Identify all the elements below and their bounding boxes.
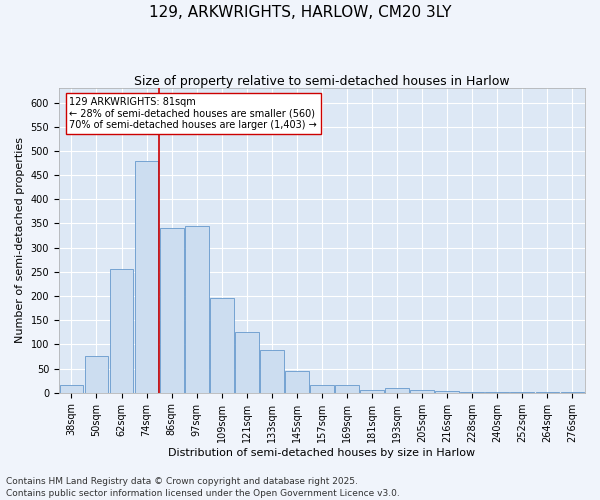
- Bar: [360, 390, 384, 392]
- Bar: [59, 386, 83, 392]
- Text: 129 ARKWRIGHTS: 81sqm
← 28% of semi-detached houses are smaller (560)
70% of sem: 129 ARKWRIGHTS: 81sqm ← 28% of semi-deta…: [70, 97, 317, 130]
- Bar: [185, 226, 209, 392]
- Bar: [285, 371, 309, 392]
- Bar: [436, 391, 459, 392]
- Bar: [385, 388, 409, 392]
- Bar: [235, 332, 259, 392]
- Title: Size of property relative to semi-detached houses in Harlow: Size of property relative to semi-detach…: [134, 75, 510, 88]
- Bar: [134, 160, 158, 392]
- Bar: [85, 356, 109, 392]
- Text: Contains HM Land Registry data © Crown copyright and database right 2025.
Contai: Contains HM Land Registry data © Crown c…: [6, 476, 400, 498]
- Bar: [210, 298, 233, 392]
- Bar: [110, 270, 133, 392]
- Bar: [260, 350, 284, 393]
- Y-axis label: Number of semi-detached properties: Number of semi-detached properties: [15, 138, 25, 344]
- Bar: [410, 390, 434, 392]
- X-axis label: Distribution of semi-detached houses by size in Harlow: Distribution of semi-detached houses by …: [169, 448, 476, 458]
- Text: 129, ARKWRIGHTS, HARLOW, CM20 3LY: 129, ARKWRIGHTS, HARLOW, CM20 3LY: [149, 5, 451, 20]
- Bar: [160, 228, 184, 392]
- Bar: [335, 386, 359, 392]
- Bar: [310, 386, 334, 392]
